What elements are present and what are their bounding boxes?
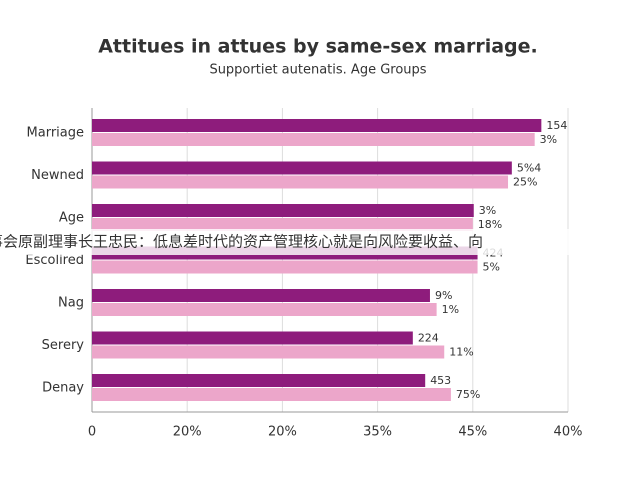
bar <box>92 204 474 217</box>
bar <box>92 175 509 189</box>
bar-annotation: 3% <box>540 133 557 146</box>
bar <box>92 345 445 359</box>
chart-subtitle: Supportiet autenatis. Age Groups <box>209 63 426 78</box>
overlay-banner <box>0 229 640 255</box>
bar <box>92 388 451 401</box>
x-tick-label: 40% <box>554 425 583 440</box>
x-tick-label: 20% <box>268 425 297 440</box>
bar-annotation: 25% <box>513 176 537 189</box>
bar-annotation: 453 <box>430 374 451 387</box>
x-tick-label: 35% <box>363 425 392 440</box>
x-tick-label: 20% <box>173 425 202 440</box>
y-tick-label: Newned <box>31 168 84 183</box>
bar-annotation: 5% <box>483 261 500 274</box>
y-tick-label: Nag <box>58 296 84 311</box>
bar <box>92 303 437 316</box>
y-tick-label: Age <box>59 211 84 226</box>
bar-annotation: 9% <box>435 289 452 302</box>
bar-annotation: 224 <box>418 332 439 345</box>
y-tick-label: Denay <box>42 381 84 396</box>
bar-annotation: 5%4 <box>517 162 541 175</box>
bar <box>92 374 426 387</box>
bar <box>92 331 413 345</box>
bar-annotation: 18% <box>478 218 502 231</box>
y-tick-label: Serery <box>42 338 85 353</box>
bar <box>92 218 473 231</box>
y-tick-label: Marriage <box>27 126 84 141</box>
y-tick-label: Escolired <box>25 253 84 268</box>
bar <box>92 161 512 175</box>
bar <box>92 133 535 146</box>
bar <box>92 260 478 274</box>
bar <box>92 119 542 132</box>
bar-annotation: 75% <box>456 388 480 401</box>
x-tick-label: 45% <box>458 425 487 440</box>
overlay-text: 事会原副理事长王忠民：低息差时代的资产管理核心就是向风险要收益、向 <box>0 233 483 251</box>
bar <box>92 289 430 302</box>
bar-annotation: 1% <box>442 303 459 316</box>
chart-title: Attitues in attues by same-sex marriage. <box>98 36 538 58</box>
bar-annotation: 11% <box>449 346 473 359</box>
x-tick-label: 0 <box>88 425 96 440</box>
bar-annotation: 154 <box>546 119 567 132</box>
bar-annotation: 3% <box>479 204 496 217</box>
